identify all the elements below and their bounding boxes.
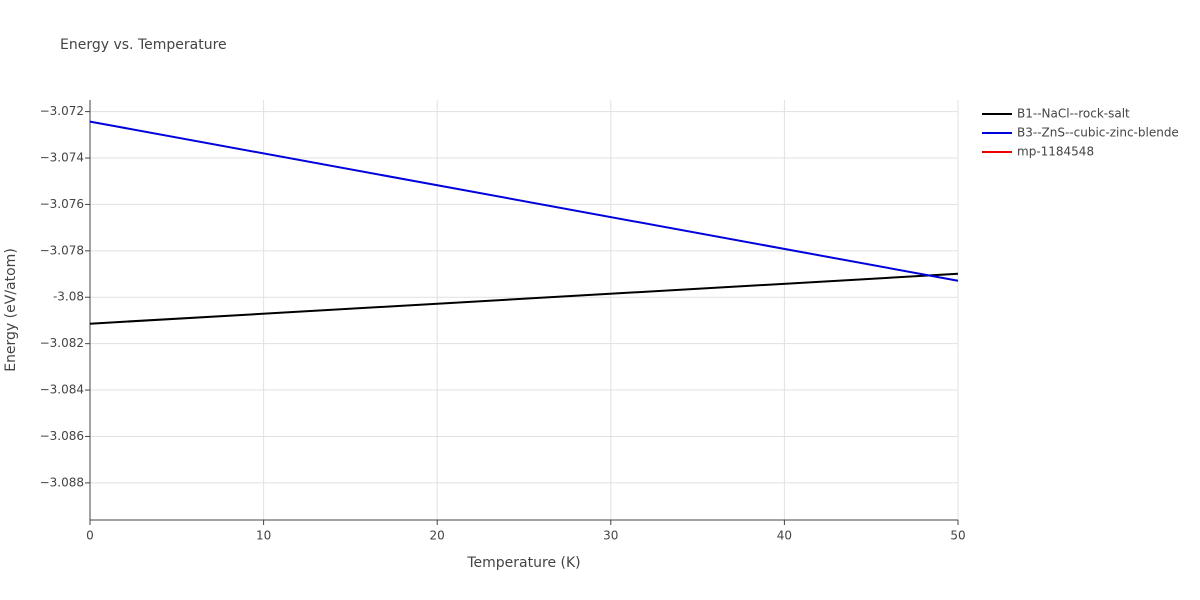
x-tick-label: 40 [777,529,792,543]
x-tick-label: 0 [86,529,94,543]
x-tick-label: 20 [430,529,445,543]
y-axis-title: Energy (eV/atom) [3,248,19,372]
y-tick-label: −3.088 [40,475,84,489]
y-tick-label: -3.08 [53,290,84,304]
y-tick-label: −3.078 [40,243,84,257]
legend-label: B3--ZnS--cubic-zinc-blende [1017,126,1179,140]
y-tick-label: −3.086 [40,429,84,443]
chart-title: Energy vs. Temperature [60,37,227,53]
x-tick-label: 30 [603,529,618,543]
legend-label: mp-1184548 [1017,145,1094,159]
y-tick-label: −3.076 [40,197,84,211]
legend-label: B1--NaCl--rock-salt [1017,107,1130,121]
y-tick-label: −3.074 [40,151,84,165]
y-tick-label: −3.082 [40,336,84,350]
line [89,120,959,282]
x-tick-label: 10 [256,529,271,543]
y-tick-label: −3.084 [40,383,84,397]
y-tick-label: −3.072 [40,104,84,118]
x-tick-label: 50 [950,529,965,543]
line [89,272,959,325]
x-axis-title: Temperature (K) [466,555,580,571]
